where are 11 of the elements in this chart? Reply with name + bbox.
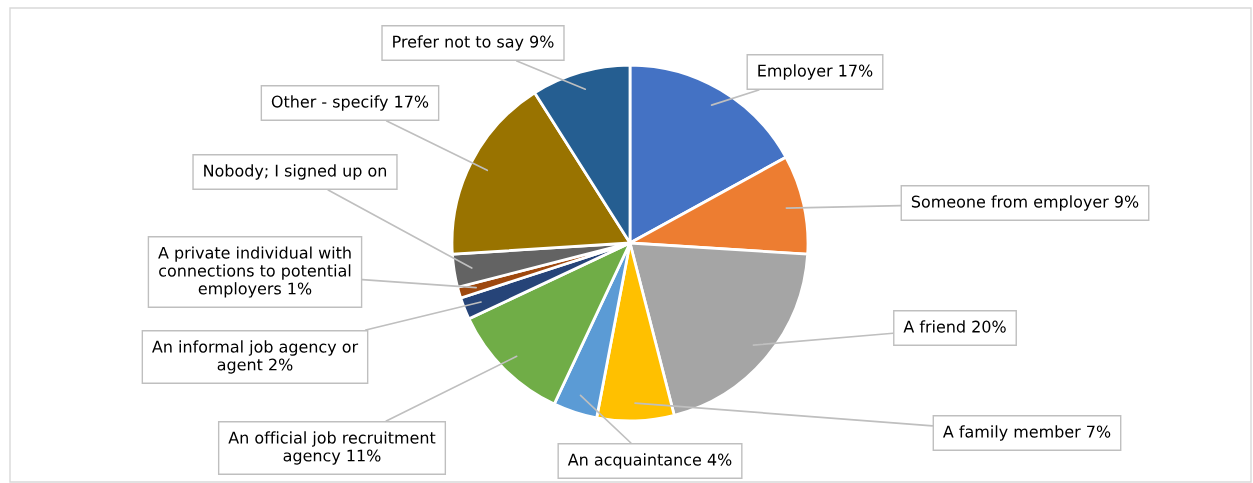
- slice-label: Employer 17%: [758, 64, 873, 80]
- slice-label: Someone from employer 9%: [911, 195, 1139, 211]
- slice-label: A family member 7%: [942, 425, 1111, 441]
- slice-label: A friend 20%: [903, 320, 1006, 333]
- slice-label: Nobody; I signed up on: [204, 164, 387, 180]
- slice-label: An informal job agency or agent 2%: [152, 340, 359, 374]
- slice-label: An official job recruitment agency 11%: [228, 431, 436, 465]
- slice-label: Other - specify 17%: [271, 95, 429, 111]
- slice-label: An acquaintance 4%: [567, 453, 732, 469]
- slice-label: A private individual with connections to potential employers 1%: [158, 246, 351, 298]
- slice-label: Prefer not to say 9%: [393, 35, 554, 51]
